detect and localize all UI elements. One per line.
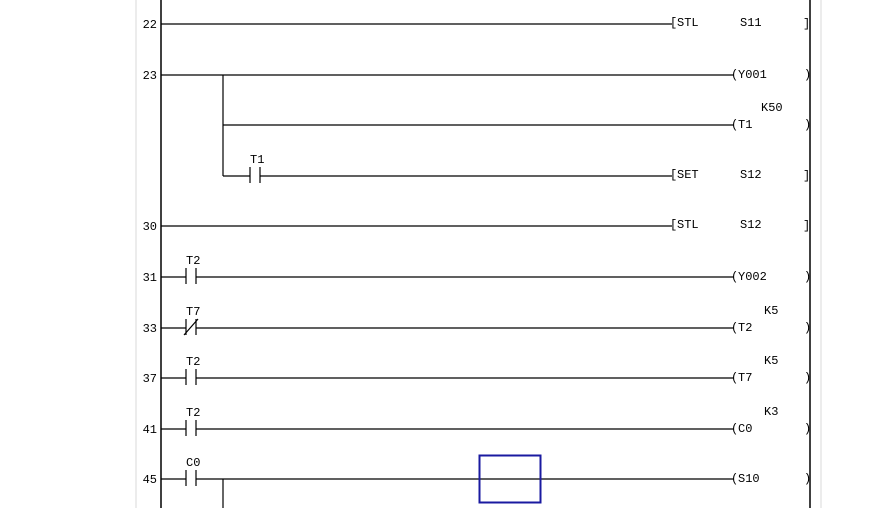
coil-paren-open: ( <box>731 321 738 335</box>
coil-paren-open: ( <box>731 118 738 132</box>
coil-paren-close: ) <box>804 422 811 436</box>
instruction-op[interactable]: SET <box>677 168 699 182</box>
coil-name[interactable]: C0 <box>738 422 752 436</box>
coil-set-value[interactable]: K5 <box>764 354 778 368</box>
coil-paren-open: ( <box>731 371 738 385</box>
coil-paren-close: ) <box>804 118 811 132</box>
coil-paren-open: ( <box>731 472 738 486</box>
instruction-bracket-open: [ <box>670 168 677 182</box>
coil-paren-open: ( <box>731 270 738 284</box>
coil-name[interactable]: Y002 <box>738 270 767 284</box>
contact-label[interactable]: T2 <box>186 355 200 369</box>
step-number: 23 <box>143 69 157 83</box>
step-number: 22 <box>143 18 157 32</box>
coil-paren-close: ) <box>804 270 811 284</box>
contact-label[interactable]: T7 <box>186 305 200 319</box>
instruction-bracket-close: ] <box>803 169 810 183</box>
coil-paren-close: ) <box>804 68 811 82</box>
instruction-arg[interactable]: S12 <box>740 218 762 232</box>
coil-paren-close: ) <box>804 321 811 335</box>
coil-name[interactable]: T1 <box>738 118 752 132</box>
coil-name[interactable]: S10 <box>738 472 760 486</box>
coil-name[interactable]: Y001 <box>738 68 767 82</box>
coil-paren-close: ) <box>804 371 811 385</box>
instruction-bracket-open: [ <box>670 16 677 30</box>
coil-name[interactable]: T7 <box>738 371 752 385</box>
contact-label[interactable]: C0 <box>186 456 200 470</box>
coil-set-value[interactable]: K50 <box>761 101 783 115</box>
coil-set-value[interactable]: K5 <box>764 304 778 318</box>
step-number: 30 <box>143 220 157 234</box>
instruction-op[interactable]: STL <box>677 218 699 232</box>
instruction-bracket-close: ] <box>803 17 810 31</box>
cell-cursor[interactable] <box>478 454 542 504</box>
instruction-arg[interactable]: S12 <box>740 168 762 182</box>
instruction-arg[interactable]: S11 <box>740 16 762 30</box>
instruction-op[interactable]: STL <box>677 16 699 30</box>
instruction-bracket-close: ] <box>803 219 810 233</box>
coil-paren-close: ) <box>804 472 811 486</box>
contact-label[interactable]: T2 <box>186 254 200 268</box>
coil-paren-open: ( <box>731 422 738 436</box>
step-number: 45 <box>143 473 157 487</box>
step-number: 41 <box>143 423 157 437</box>
contact-nc-slash <box>183 318 199 336</box>
step-number: 33 <box>143 322 157 336</box>
step-number: 31 <box>143 271 157 285</box>
contact-label[interactable]: T1 <box>250 153 264 167</box>
coil-paren-open: ( <box>731 68 738 82</box>
contact-label[interactable]: T2 <box>186 406 200 420</box>
coil-set-value[interactable]: K3 <box>764 405 778 419</box>
coil-name[interactable]: T2 <box>738 321 752 335</box>
instruction-bracket-open: [ <box>670 218 677 232</box>
step-number: 37 <box>143 372 157 386</box>
